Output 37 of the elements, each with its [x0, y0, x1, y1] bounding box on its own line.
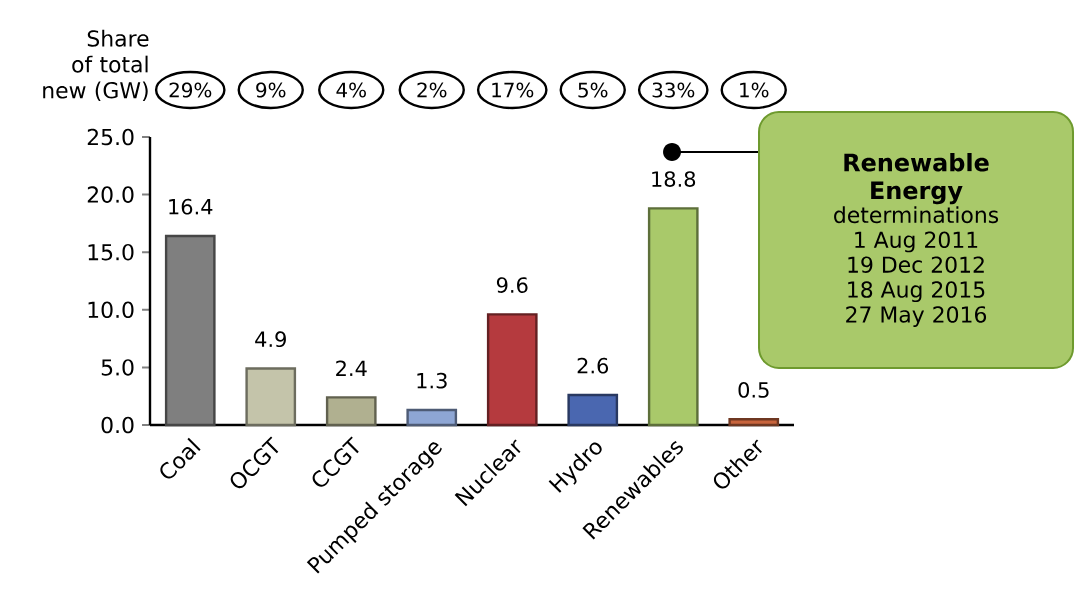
bar	[325, 396, 377, 427]
y-tick-label: 15.0	[88, 243, 134, 261]
bar	[647, 207, 699, 427]
text: determinations	[834, 206, 999, 224]
bar	[406, 408, 458, 427]
data-label: 0.5	[738, 381, 769, 398]
text: 33%	[652, 82, 695, 98]
bar	[728, 418, 780, 427]
bar	[486, 313, 538, 427]
bar	[164, 234, 216, 427]
text: Renewable Energy	[844, 152, 989, 205]
bar	[567, 393, 619, 427]
text: 2%	[417, 82, 447, 98]
data-label: 2.6	[577, 357, 609, 374]
text: 27 May 2016	[846, 306, 987, 328]
bar	[245, 367, 297, 427]
data-label: 16.4	[169, 198, 213, 215]
y-tick-label: 5.0	[101, 359, 134, 376]
text: 18 Aug 2015	[848, 281, 985, 303]
data-label: 9.6	[496, 277, 528, 293]
text: 19 Dec 2012	[848, 256, 984, 273]
y-tick-label: 20.0	[87, 186, 134, 203]
data-label: 1.3	[417, 372, 447, 389]
text: 4%	[336, 82, 366, 98]
y-tick-label: 25.0	[87, 128, 134, 146]
data-label: 18.8	[652, 171, 696, 187]
y-tick-label: 10.0	[88, 301, 134, 319]
text: 1%	[740, 82, 769, 98]
text: 29%	[169, 82, 212, 98]
text: 17%	[492, 82, 534, 98]
text: 5%	[578, 82, 608, 98]
text: 1 Aug 2011	[855, 231, 978, 253]
data-label: 2.4	[336, 360, 367, 376]
text: Share of total new (GW)	[43, 29, 149, 102]
text: 9%	[256, 82, 286, 98]
data-label: 4.9	[255, 331, 286, 348]
y-tick-label: 0.0	[101, 416, 134, 434]
